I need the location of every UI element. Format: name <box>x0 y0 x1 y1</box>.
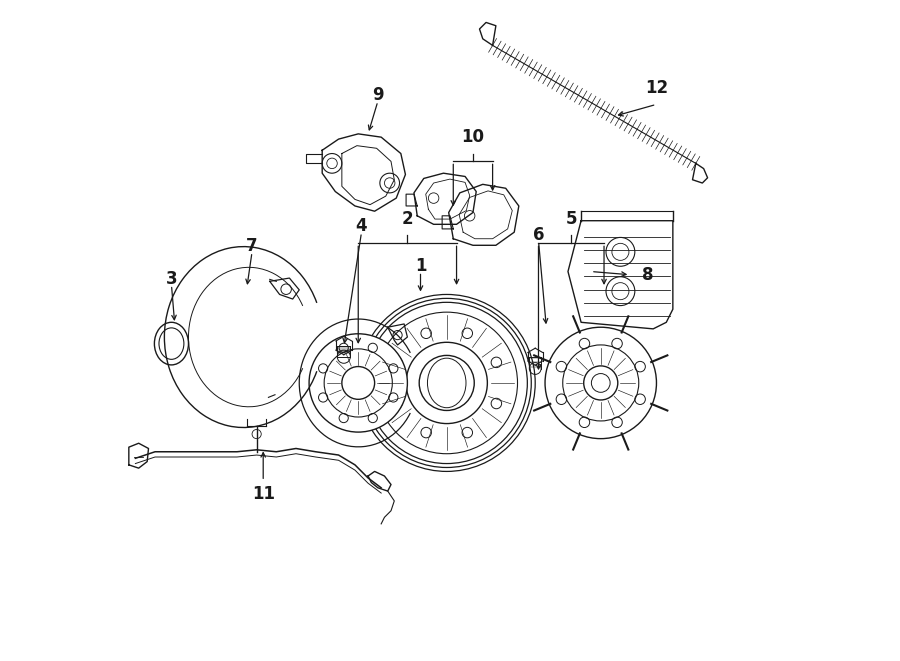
Text: 2: 2 <box>401 210 413 227</box>
Circle shape <box>545 327 656 439</box>
Text: 6: 6 <box>533 226 544 244</box>
Text: 7: 7 <box>247 237 258 255</box>
Text: 8: 8 <box>642 266 653 284</box>
Text: 5: 5 <box>565 210 577 227</box>
Text: 9: 9 <box>372 87 383 104</box>
Text: 1: 1 <box>415 256 427 275</box>
Text: 12: 12 <box>645 79 668 97</box>
Text: 10: 10 <box>462 128 484 145</box>
Circle shape <box>309 334 408 432</box>
Text: 4: 4 <box>356 217 367 235</box>
Text: 3: 3 <box>166 270 177 288</box>
Text: 11: 11 <box>252 485 274 502</box>
